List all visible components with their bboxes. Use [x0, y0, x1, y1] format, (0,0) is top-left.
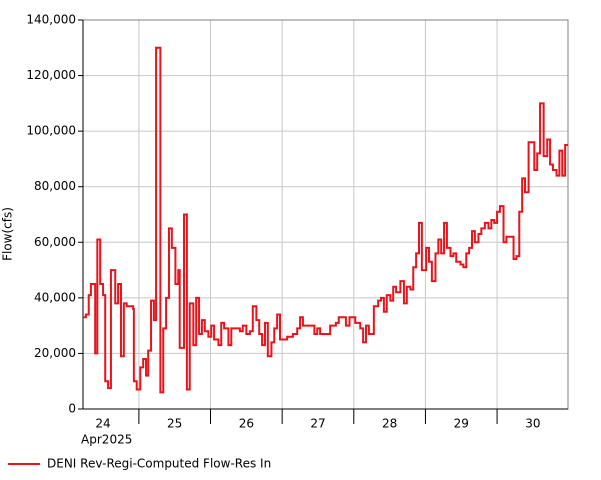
legend-label: DENI Rev-Regi-Computed Flow-Res In [47, 457, 271, 471]
y-tick-label: 20,000 [34, 346, 76, 360]
series-line [83, 46, 568, 394]
y-tick-label: 60,000 [34, 235, 76, 249]
x-tick-label: 27 [310, 417, 325, 431]
x-tick-label: 25 [167, 417, 182, 431]
y-tick-label: 100,000 [26, 124, 76, 138]
x-tick-label: 30 [525, 417, 540, 431]
x-tick-label: 26 [239, 417, 254, 431]
y-tick-label: 40,000 [34, 290, 76, 304]
y-tick-label: 120,000 [26, 68, 76, 82]
y-tick-label: 80,000 [34, 179, 76, 193]
y-axis-label: Flow(cfs) [1, 207, 15, 261]
y-tick-label: 0 [68, 402, 76, 416]
x-tick-label: 29 [454, 417, 469, 431]
x-tick-label: 24 [95, 417, 110, 431]
x-tick-label: 28 [382, 417, 397, 431]
y-tick-label: 140,000 [26, 13, 76, 27]
x-sublabel: Apr2025 [81, 433, 132, 447]
